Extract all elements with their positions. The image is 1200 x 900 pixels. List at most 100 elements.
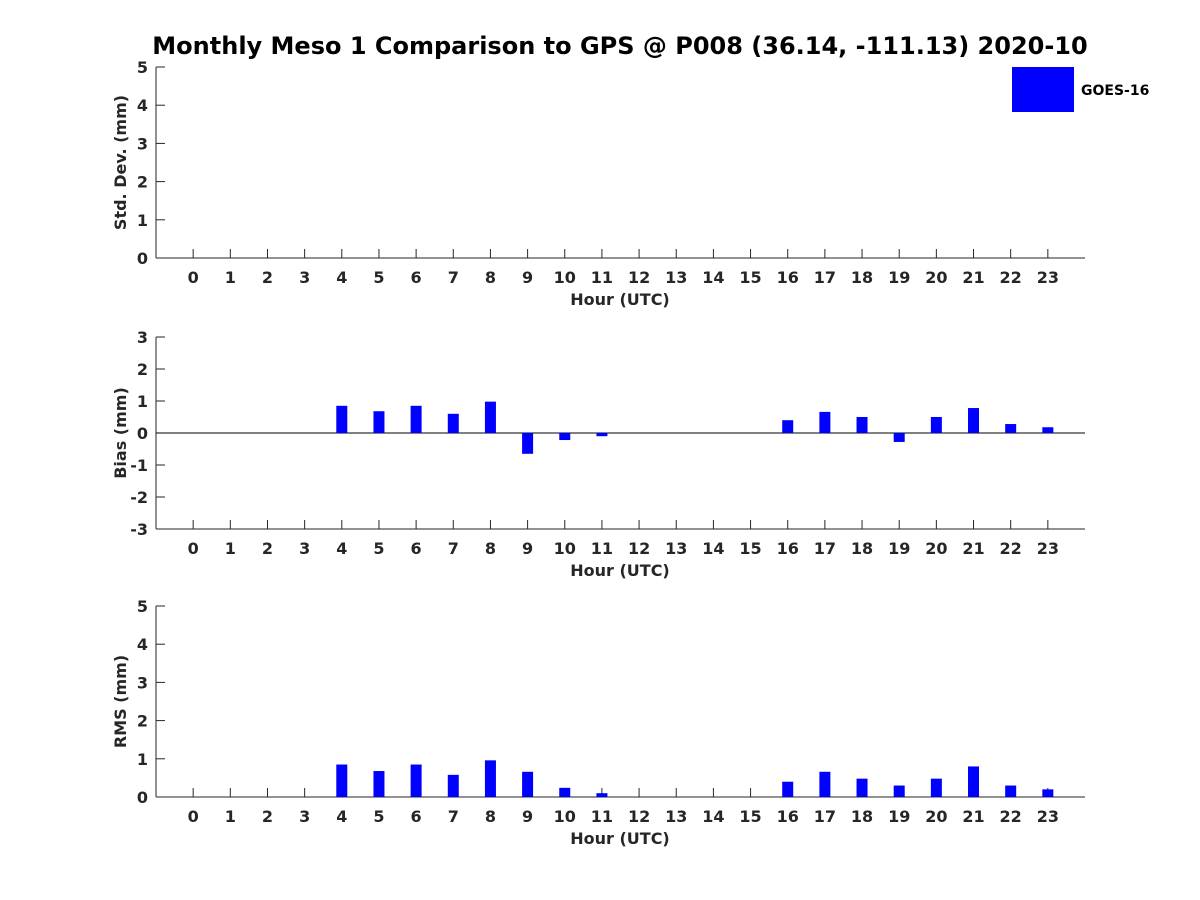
std-dev-x-tick-label: 19 (888, 268, 910, 287)
rms-bar (522, 771, 534, 797)
rms-x-tick-label: 23 (1037, 807, 1059, 826)
rms-x-axis-label: Hour (UTC) (570, 829, 670, 848)
std-dev-y-tick-label: 4 (137, 96, 148, 115)
bias-bar (373, 411, 385, 433)
std-dev-x-tick-label: 8 (485, 268, 496, 287)
std-dev-x-tick-label: 11 (591, 268, 613, 287)
bias-x-axis-label: Hour (UTC) (570, 561, 670, 580)
bias-x-tick-label: 12 (628, 539, 650, 558)
rms-bar (373, 771, 385, 797)
rms-y-tick-label: 0 (137, 788, 148, 807)
rms-y-axis-label: RMS (mm) (111, 655, 130, 748)
rms-x-tick-label: 3 (299, 807, 310, 826)
bias-x-tick-label: 8 (485, 539, 496, 558)
std-dev-x-tick-label: 18 (851, 268, 873, 287)
std-dev-x-tick-label: 23 (1037, 268, 1059, 287)
bias-y-tick-label: -1 (130, 456, 148, 475)
bias-x-tick-label: 1 (225, 539, 236, 558)
bias-bar (819, 411, 831, 433)
rms-x-tick-label: 9 (522, 807, 533, 826)
bias-x-tick-label: 13 (665, 539, 687, 558)
bias-bar (410, 405, 422, 433)
rms-bar (782, 781, 794, 797)
bias-x-tick-label: 10 (554, 539, 576, 558)
std-dev-x-tick-label: 12 (628, 268, 650, 287)
rms-x-tick-label: 16 (777, 807, 799, 826)
rms-x-tick-label: 12 (628, 807, 650, 826)
rms-x-tick-label: 20 (925, 807, 947, 826)
bias-x-tick-label: 22 (1000, 539, 1022, 558)
bias-bar (484, 401, 496, 433)
bias-y-tick-label: 0 (137, 424, 148, 443)
legend-swatch (1012, 67, 1074, 112)
rms-x-tick-label: 17 (814, 807, 836, 826)
rms-y-tick-label: 4 (137, 635, 148, 654)
bias-x-tick-label: 23 (1037, 539, 1059, 558)
rms-x-tick-label: 6 (411, 807, 422, 826)
std-dev-x-tick-label: 17 (814, 268, 836, 287)
std-dev-x-tick-label: 2 (262, 268, 273, 287)
rms-x-tick-label: 18 (851, 807, 873, 826)
rms-bar (410, 764, 422, 797)
std-dev-x-tick-label: 6 (411, 268, 422, 287)
bias-x-tick-label: 0 (188, 539, 199, 558)
rms-x-tick-label: 0 (188, 807, 199, 826)
rms-bar (336, 764, 348, 797)
bias-x-tick-label: 21 (962, 539, 984, 558)
std-dev-x-tick-label: 20 (925, 268, 947, 287)
rms-y-tick-label: 2 (137, 712, 148, 731)
rms-y-tick-label: 5 (137, 597, 148, 616)
bias-y-axis-label: Bias (mm) (111, 387, 130, 479)
bias-bar (930, 417, 942, 433)
bias-x-tick-label: 2 (262, 539, 273, 558)
std-dev-x-tick-label: 13 (665, 268, 687, 287)
bias-bar (782, 420, 794, 433)
std-dev-x-tick-label: 16 (777, 268, 799, 287)
bias-x-tick-label: 15 (739, 539, 761, 558)
rms-x-tick-label: 1 (225, 807, 236, 826)
std-dev-y-tick-label: 0 (137, 249, 148, 268)
std-dev-x-tick-label: 10 (554, 268, 576, 287)
rms-x-tick-label: 7 (448, 807, 459, 826)
bias-x-tick-label: 3 (299, 539, 310, 558)
bias-x-tick-label: 5 (373, 539, 384, 558)
std-dev-x-tick-label: 9 (522, 268, 533, 287)
rms-bar (1042, 789, 1054, 797)
rms-bar (596, 793, 608, 797)
std-dev-x-tick-label: 1 (225, 268, 236, 287)
bias-y-tick-label: 1 (137, 392, 148, 411)
std-dev-y-tick-label: 3 (137, 134, 148, 153)
std-dev-x-tick-label: 21 (962, 268, 984, 287)
rms-bar (856, 778, 868, 797)
bias-y-tick-label: -3 (130, 520, 148, 539)
rms-x-tick-label: 11 (591, 807, 613, 826)
rms-bar (484, 760, 496, 797)
rms-x-tick-label: 10 (554, 807, 576, 826)
rms-x-tick-label: 4 (336, 807, 347, 826)
bias-bar (447, 413, 459, 433)
bias-bar (522, 433, 534, 454)
std-dev-y-tick-label: 2 (137, 173, 148, 192)
bias-x-tick-label: 7 (448, 539, 459, 558)
bias-bar (968, 408, 980, 433)
bias-bar (596, 433, 608, 437)
rms-x-tick-label: 8 (485, 807, 496, 826)
rms-bar (447, 774, 459, 797)
std-dev-x-tick-label: 5 (373, 268, 384, 287)
std-dev-y-axis-label: Std. Dev. (mm) (111, 95, 130, 230)
std-dev-x-tick-label: 15 (739, 268, 761, 287)
std-dev-x-tick-label: 22 (1000, 268, 1022, 287)
rms-bar (968, 766, 980, 797)
bias-x-tick-label: 9 (522, 539, 533, 558)
legend: GOES-16 (1012, 67, 1149, 112)
bias-x-tick-label: 11 (591, 539, 613, 558)
rms-bar (930, 778, 942, 797)
rms-x-tick-label: 13 (665, 807, 687, 826)
rms-bar (819, 771, 831, 797)
bias-bar (559, 433, 571, 441)
bias-y-tick-label: 2 (137, 360, 148, 379)
rms-y-tick-label: 1 (137, 750, 148, 769)
bias-x-tick-label: 6 (411, 539, 422, 558)
